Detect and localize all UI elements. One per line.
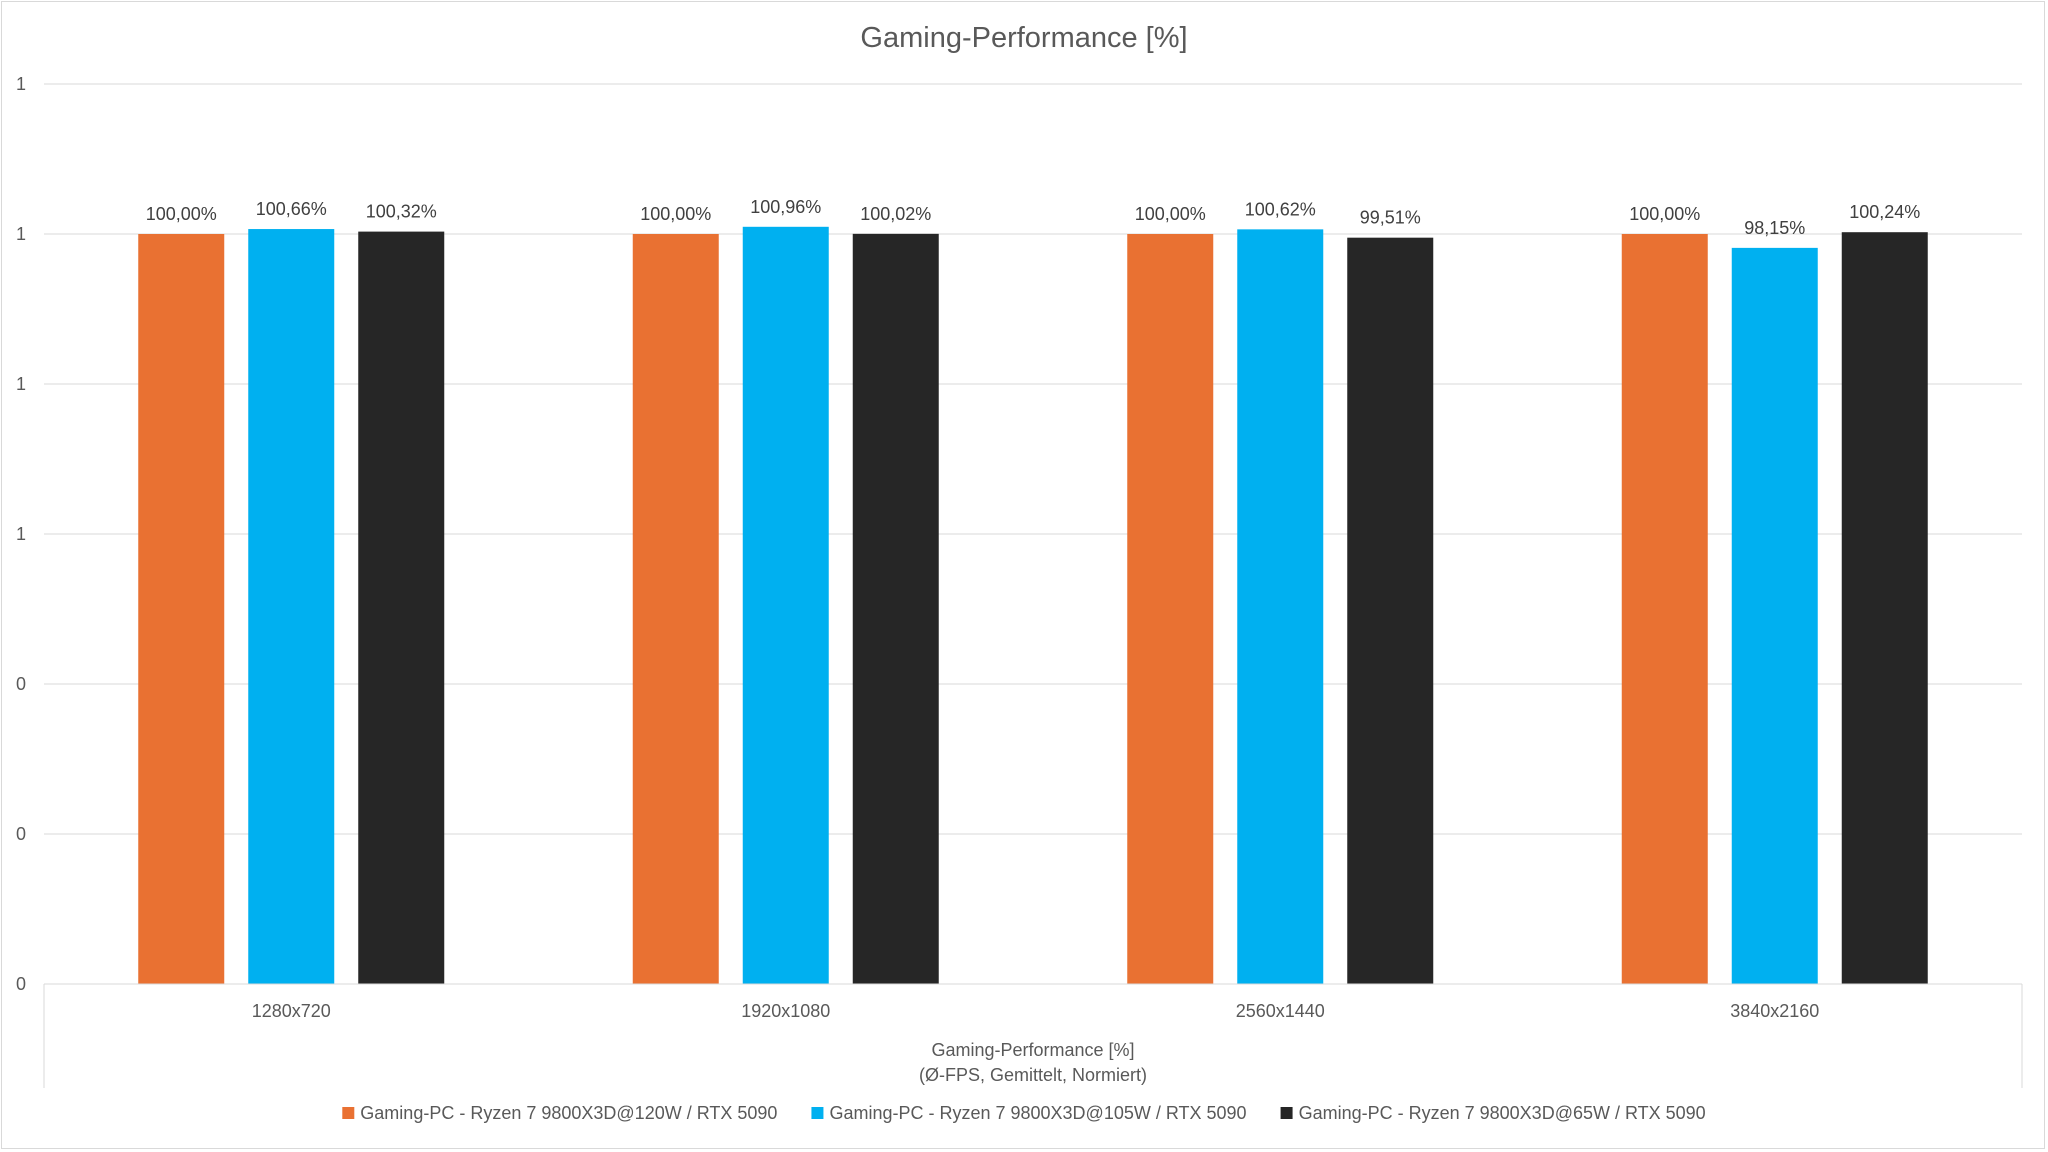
- data-label: 100,96%: [750, 197, 821, 217]
- data-label: 100,00%: [146, 204, 217, 224]
- bar: [1841, 232, 1928, 984]
- data-label: 100,24%: [1849, 202, 1920, 222]
- data-label: 100,00%: [640, 204, 711, 224]
- x-axis: [43, 983, 2023, 1088]
- data-label: 100,62%: [1245, 199, 1316, 219]
- gridlines: [44, 83, 2022, 835]
- x-tick-label: 2560x1440: [1236, 1001, 1325, 1021]
- legend: Gaming-PC - Ryzen 7 9800X3D@120W / RTX 5…: [342, 1103, 1706, 1123]
- x-axis-categories: 1280x720 1920x1080 2560x1440 3840x2160: [252, 1001, 1820, 1021]
- y-tick-label: 1: [16, 224, 26, 244]
- bars: [138, 226, 1928, 985]
- y-tick-label: 0: [16, 674, 26, 694]
- y-tick-label: 1: [16, 74, 26, 94]
- data-label: 100,66%: [256, 199, 327, 219]
- bar: [248, 229, 335, 985]
- data-label: 100,00%: [1629, 204, 1700, 224]
- bar: [1621, 234, 1708, 984]
- y-tick-label: 0: [16, 974, 26, 994]
- y-tick-label: 0: [16, 824, 26, 844]
- legend-item: Gaming-PC - Ryzen 7 9800X3D@120W / RTX 5…: [342, 1103, 777, 1123]
- y-axis-ticks: 0 0 0 1 1 1 1: [16, 74, 26, 994]
- data-label: 100,00%: [1135, 204, 1206, 224]
- legend-label: Gaming-PC - Ryzen 7 9800X3D@65W / RTX 50…: [1299, 1103, 1706, 1123]
- chart-title: Gaming-Performance [%]: [860, 22, 1187, 54]
- legend-swatch: [811, 1107, 824, 1119]
- y-tick-label: 1: [16, 374, 26, 394]
- x-tick-label: 1280x720: [252, 1001, 331, 1021]
- bar: [742, 226, 829, 985]
- bar: [1237, 229, 1324, 985]
- legend-label: Gaming-PC - Ryzen 7 9800X3D@120W / RTX 5…: [360, 1103, 777, 1123]
- data-labels: 100,00% 100,66% 100,32% 100,00% 100,96% 100,0…: [146, 197, 1921, 238]
- bar: [852, 233, 939, 985]
- x-tick-label: 3840x2160: [1730, 1001, 1819, 1021]
- data-label: 98,15%: [1744, 218, 1805, 238]
- x-tick-label: 1920x1080: [741, 1001, 830, 1021]
- bar: [1127, 234, 1214, 984]
- x-axis-label-line-1: Gaming-Performance [%]: [931, 1040, 1134, 1060]
- bar: [358, 231, 445, 985]
- x-axis-label-line-2: (Ø-FPS, Gemittelt, Normiert): [919, 1065, 1147, 1085]
- data-label: 99,51%: [1360, 208, 1421, 228]
- bar: [632, 234, 719, 984]
- legend-item: Gaming-PC - Ryzen 7 9800X3D@65W / RTX 50…: [1280, 1103, 1706, 1123]
- legend-label: Gaming-PC - Ryzen 7 9800X3D@105W / RTX 5…: [829, 1103, 1246, 1123]
- data-label: 100,32%: [366, 202, 437, 222]
- data-label: 100,02%: [860, 204, 931, 224]
- bar: [138, 234, 225, 984]
- legend-swatch: [1280, 1107, 1293, 1119]
- legend-swatch: [342, 1107, 355, 1119]
- y-tick-label: 1: [16, 524, 26, 544]
- legend-item: Gaming-PC - Ryzen 7 9800X3D@105W / RTX 5…: [811, 1103, 1247, 1123]
- bar: [1347, 237, 1434, 985]
- bar: [1731, 247, 1818, 984]
